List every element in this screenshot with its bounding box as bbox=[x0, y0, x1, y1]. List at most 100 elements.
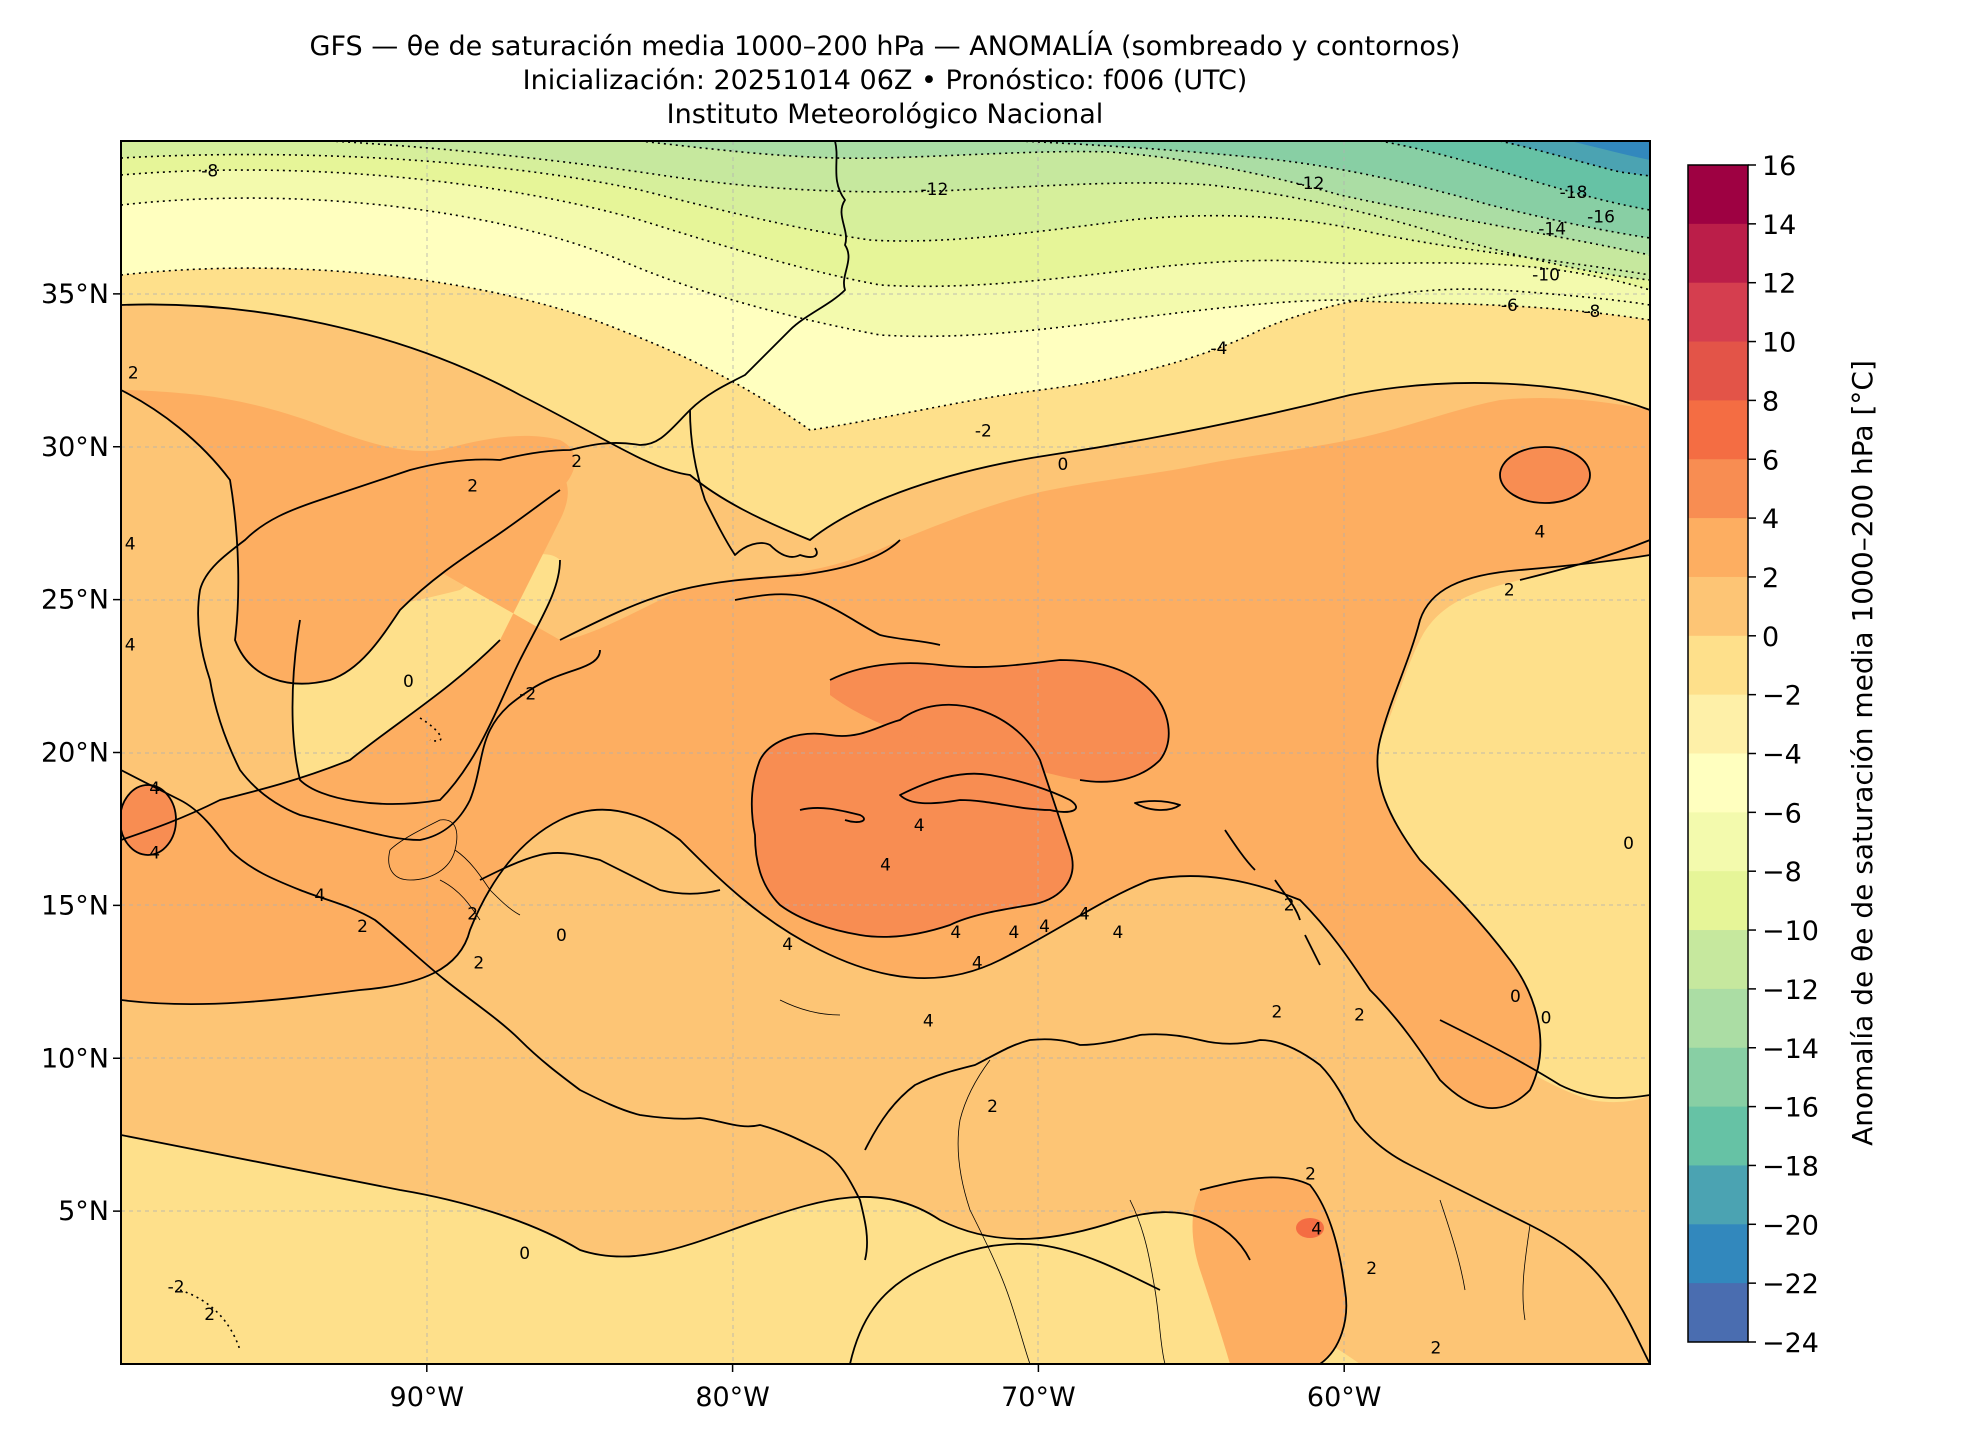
colorbar-tick-label: −18 bbox=[1762, 1151, 1819, 1182]
contour-label: 2 bbox=[1366, 1259, 1377, 1279]
contour-label: 2 bbox=[128, 363, 139, 383]
contour-label: 4 bbox=[972, 953, 983, 973]
lat-tick-label: 30°N bbox=[41, 432, 109, 463]
band-minus20-to-minus22 bbox=[1570, 141, 1650, 160]
colorbar-segment bbox=[1688, 165, 1748, 225]
colorbar-tick-label: −2 bbox=[1762, 681, 1802, 712]
contour-label: 4 bbox=[1311, 1219, 1322, 1239]
colorbar-tick-label: −10 bbox=[1762, 916, 1819, 947]
latitude-ticks: 35°N 30°N 25°N 20°N 15°N 10°N 5°N bbox=[41, 279, 121, 1227]
contour-label: -2 bbox=[975, 421, 992, 441]
colorbar-tick-label: −14 bbox=[1762, 1034, 1819, 1065]
contour-label: 4 bbox=[1534, 522, 1545, 542]
band-hot-mexico-pacific bbox=[121, 785, 176, 855]
colorbar-tick-label: 0 bbox=[1762, 622, 1779, 653]
colorbar-segment bbox=[1688, 753, 1748, 813]
colorbar-segment bbox=[1688, 930, 1748, 990]
lat-tick-label: 20°N bbox=[41, 738, 109, 769]
contour-label: 2 bbox=[1272, 1002, 1283, 1022]
colorbar-tick-label: 2 bbox=[1762, 563, 1779, 594]
contour-label: 2 bbox=[1305, 1164, 1316, 1184]
contour-label: 4 bbox=[1039, 917, 1050, 937]
colorbar-segment bbox=[1688, 518, 1748, 578]
contour-label: 0 bbox=[403, 672, 414, 692]
lon-tick-label: 60°W bbox=[1307, 1382, 1382, 1413]
map-title-line-1: GFS — θe de saturación media 1000–200 hP… bbox=[309, 31, 1461, 62]
lat-tick-label: 35°N bbox=[41, 279, 109, 310]
band-hot-guiana-spot bbox=[1296, 1218, 1324, 1238]
contour-label: 4 bbox=[1009, 923, 1020, 943]
colorbar-ticks: 16 14 12 10 8 6 4 2 0 −2 −4 −6 −8 −10 −12 −14 −16 −18 −20 −… bbox=[1748, 151, 1819, 1359]
colorbar-segment bbox=[1688, 694, 1748, 754]
contour-label: -12 bbox=[1297, 174, 1325, 194]
colorbar-segment bbox=[1688, 871, 1748, 931]
gridlines bbox=[121, 141, 1650, 1364]
contour-label: -2 bbox=[168, 1278, 185, 1298]
colorbar-segment bbox=[1688, 400, 1748, 460]
band-hot-hispaniola bbox=[830, 660, 1169, 782]
contour-label: -18 bbox=[1560, 183, 1588, 203]
contour-label: 0 bbox=[1623, 834, 1634, 854]
contour-label: 4 bbox=[125, 535, 136, 555]
contour-label: 4 bbox=[950, 923, 961, 943]
contour-label: -16 bbox=[1587, 207, 1615, 227]
colorbar-tick-label: −12 bbox=[1762, 975, 1819, 1006]
band-hot-atlantic-ne bbox=[1500, 447, 1590, 503]
contour-label: 2 bbox=[467, 905, 478, 925]
contour-label: 0 bbox=[556, 926, 567, 946]
contour-label: -10 bbox=[1532, 266, 1560, 286]
colorbar-segment bbox=[1688, 1283, 1748, 1343]
contour-label: 0 bbox=[519, 1244, 530, 1264]
lat-tick-label: 10°N bbox=[41, 1043, 109, 1074]
colorbar-segment bbox=[1688, 576, 1748, 637]
colorbar-segment bbox=[1688, 1224, 1748, 1284]
contour-label: 4 bbox=[923, 1012, 934, 1032]
contour-label: 4 bbox=[1112, 923, 1123, 943]
contours-positive bbox=[121, 303, 1650, 1364]
colorbar-tick-label: −22 bbox=[1762, 1269, 1819, 1300]
contour-label: 2 bbox=[571, 452, 582, 472]
colorbar-segment bbox=[1688, 282, 1748, 343]
contour-label: 2 bbox=[473, 953, 484, 973]
contour-labels: -8-12 -12 -18-16-14-10-6 -8-4-2042222440-24… bbox=[125, 162, 1634, 1359]
colorbar-segment bbox=[1688, 1106, 1748, 1166]
contour-label: 2 bbox=[467, 476, 478, 496]
lon-tick-label: 80°W bbox=[695, 1382, 770, 1413]
colorbar-tick-label: 6 bbox=[1762, 445, 1779, 476]
colorbar-segment bbox=[1688, 459, 1748, 519]
colorbar-tick-label: −6 bbox=[1762, 798, 1802, 829]
contour-label: 2 bbox=[204, 1305, 215, 1325]
lon-tick-label: 70°W bbox=[1001, 1382, 1076, 1413]
lat-tick-label: 15°N bbox=[41, 890, 109, 921]
map-title-line-2: Inicialización: 20251014 06Z • Pronóstic… bbox=[522, 65, 1248, 96]
colorbar-segment bbox=[1688, 812, 1748, 872]
contour-label: 0 bbox=[1541, 1009, 1552, 1029]
contour-label: 4 bbox=[314, 886, 325, 906]
colorbar-tick-label: 14 bbox=[1762, 210, 1796, 241]
contour-label: -8 bbox=[201, 162, 218, 182]
colorbar-segment bbox=[1688, 223, 1748, 284]
colorbar-segment bbox=[1688, 1047, 1748, 1108]
colorbar-tick-label: 10 bbox=[1762, 328, 1796, 359]
contour-label: 2 bbox=[1504, 580, 1515, 600]
colorbar-tick-label: −4 bbox=[1762, 740, 1802, 771]
contour-label: 4 bbox=[914, 816, 925, 836]
colorbar bbox=[1688, 165, 1748, 1343]
contour-label: -12 bbox=[921, 180, 949, 200]
map-area: -8-12 -12 -18-16-14-10-6 -8-4-2042222440-24… bbox=[121, 141, 1650, 1364]
contour-label: -14 bbox=[1538, 220, 1566, 240]
contour-label: -2 bbox=[519, 684, 536, 704]
lat-tick-label: 5°N bbox=[58, 1196, 109, 1227]
contours-negative bbox=[121, 141, 1650, 1351]
map-title-line-3: Instituto Meteorológico Nacional bbox=[666, 99, 1104, 130]
country-borders bbox=[388, 819, 1531, 1364]
contour-label: -8 bbox=[1583, 302, 1600, 322]
colorbar-tick-label: −24 bbox=[1762, 1328, 1819, 1359]
contour-label: 4 bbox=[125, 635, 136, 655]
colorbar-tick-label: −8 bbox=[1762, 857, 1802, 888]
contour-label: 2 bbox=[357, 917, 368, 937]
colorbar-segment bbox=[1688, 1165, 1748, 1225]
contour-label: 4 bbox=[149, 843, 160, 863]
contour-label: 4 bbox=[880, 856, 891, 876]
